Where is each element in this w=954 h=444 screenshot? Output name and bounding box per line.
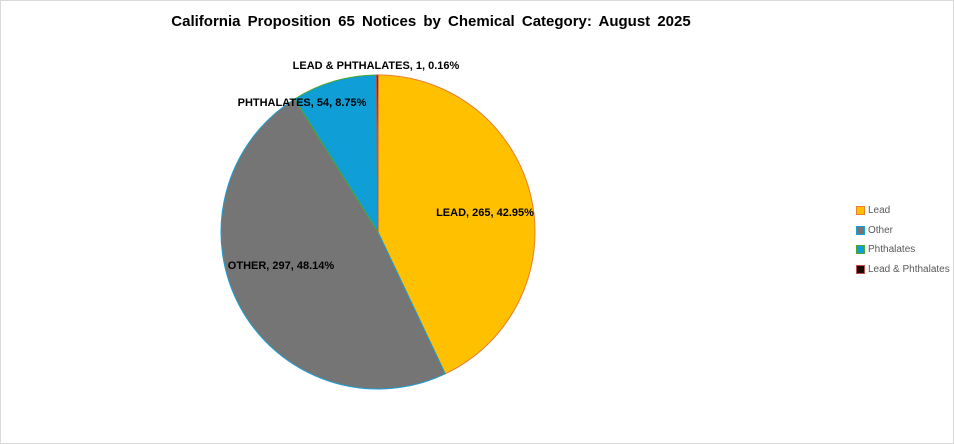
legend-swatch	[856, 206, 865, 216]
data-label: LEAD & PHTHALATES, 1, 0.16%	[293, 60, 460, 72]
legend-item: Lead & Phthalates	[856, 260, 950, 280]
data-label: OTHER, 297, 48.14%	[228, 260, 335, 272]
legend: Lead Other Phthalates Lead & Phthalates	[856, 201, 950, 279]
legend-swatch	[856, 225, 865, 235]
pie-slice-lead	[377, 74, 536, 375]
legend-label: Phthalates	[868, 244, 916, 256]
legend-label: Lead	[868, 205, 891, 217]
chart-title: California Proposition 65 Notices by Che…	[171, 13, 691, 30]
legend-label: Other	[868, 224, 894, 236]
data-label: PHTHALATES, 54, 8.75%	[238, 97, 367, 109]
legend-item: Other	[856, 221, 950, 241]
legend-swatch	[856, 264, 865, 274]
legend-label: Lead & Phthalates	[868, 263, 950, 275]
data-label: LEAD, 265, 42.95%	[436, 207, 534, 219]
pie-slice-lead-phthalates	[375, 74, 379, 233]
legend-swatch	[856, 245, 865, 255]
legend-item: Lead	[856, 201, 950, 221]
pie-slice-phthalates	[293, 74, 379, 234]
legend-item: Phthalates	[856, 240, 950, 260]
pie-slice-other	[220, 98, 446, 390]
